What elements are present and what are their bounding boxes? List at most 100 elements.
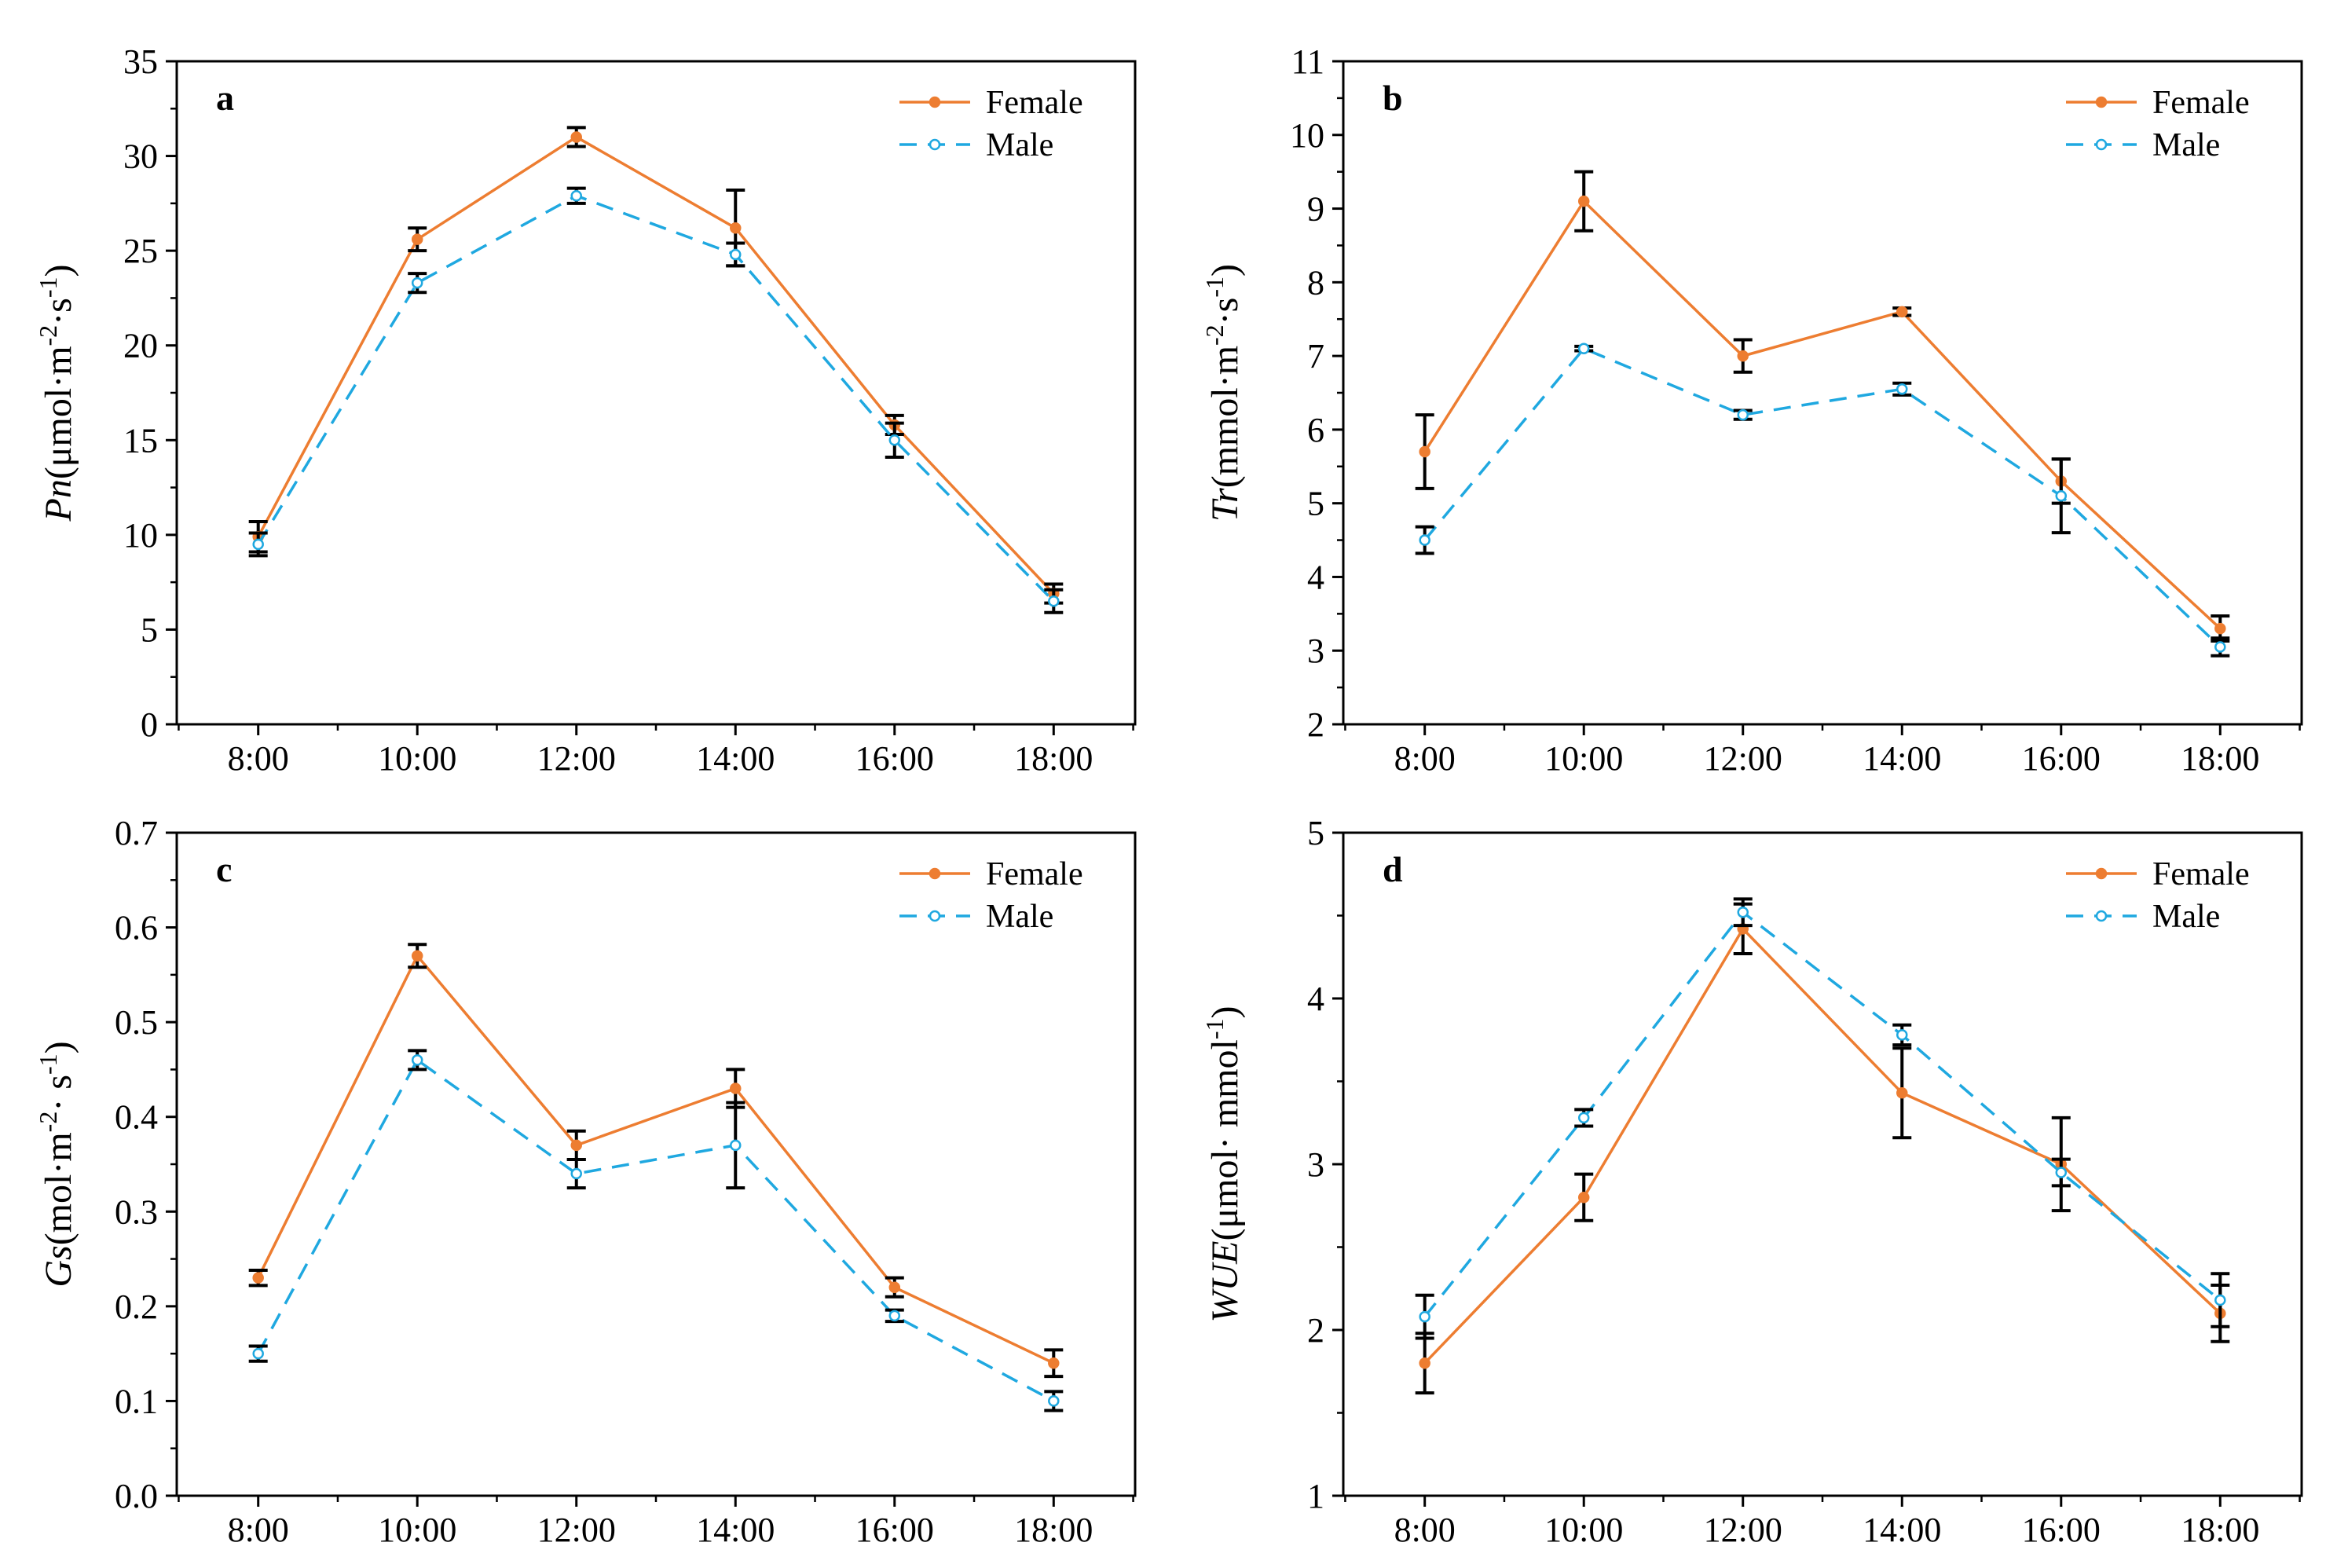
- data-point-female: [1896, 306, 1908, 318]
- data-point-female: [1577, 195, 1590, 207]
- data-point-female: [1419, 1357, 1430, 1369]
- legend-label-female: Female: [2152, 856, 2250, 892]
- data-point-female: [730, 222, 742, 234]
- y-axis-unit-exponent: -2: [34, 325, 62, 346]
- data-point-male: [730, 1139, 742, 1152]
- x-tick-label: 14:00: [1863, 739, 1941, 778]
- data-point-male: [1577, 343, 1590, 354]
- legend-marker-male: [2095, 910, 2108, 922]
- y-tick-label: 0.0: [115, 1477, 158, 1515]
- data-point-female: [570, 1139, 582, 1152]
- data-point-male: [411, 1054, 423, 1066]
- x-tick-label: 8:00: [1394, 739, 1456, 778]
- chart-panel-c: 0.0 0.1 0.2 0.3 0.4 0.5 0.6 0.7 8:00 10:00 12:00 14…: [34, 814, 1137, 1549]
- x-tick-label: 10:00: [1544, 739, 1623, 778]
- data-point-female: [730, 1083, 742, 1094]
- data-point-male: [2055, 1167, 2068, 1178]
- y-axis-unit-exponent: -2: [34, 1112, 62, 1133]
- y-tick-label: 15: [123, 421, 158, 460]
- data-point-female: [570, 131, 582, 143]
- x-tick-label: 16:00: [855, 739, 934, 778]
- x-tick-label: 18:00: [2181, 739, 2259, 778]
- legend-label-male: Male: [986, 127, 1053, 163]
- data-point-male: [888, 434, 901, 446]
- y-tick-label: 6: [1307, 411, 1324, 449]
- y-axis-unit: (mmol·m: [1204, 346, 1246, 488]
- y-axis-unit-exponent: -1: [1200, 277, 1229, 298]
- y-axis-unit-exponent: -1: [34, 1053, 62, 1075]
- y-tick-label: 0.3: [115, 1192, 158, 1231]
- x-tick-label: 10:00: [378, 1511, 456, 1549]
- data-point-male: [252, 538, 264, 551]
- y-tick-label: 3: [1307, 1145, 1324, 1184]
- data-point-female: [888, 1281, 901, 1293]
- x-tick-label: 14:00: [1863, 1511, 1941, 1549]
- series-line-male: [257, 194, 1055, 603]
- panel-letter: b: [1383, 78, 1403, 118]
- y-tick-label: 8: [1307, 263, 1324, 302]
- legend-label-female: Female: [986, 856, 1083, 892]
- legend-label-male: Male: [2152, 127, 2220, 163]
- series-line-male: [1423, 346, 2222, 648]
- x-tick-label: 18:00: [1014, 739, 1093, 778]
- y-tick-label: 5: [141, 610, 158, 649]
- y-axis-unit: ): [1204, 1006, 1246, 1019]
- data-point-female: [252, 1272, 264, 1284]
- y-tick-label: 2: [1307, 1311, 1324, 1350]
- y-tick-label: 30: [123, 137, 158, 176]
- y-axis-unit: (mol·m: [38, 1132, 79, 1245]
- data-point-male: [252, 1347, 264, 1360]
- chart-panel-d: 1 2 3 4 5 8:00 10:00 12:00 14:00 16:00 18:00 WUE(μm…: [1200, 814, 2303, 1549]
- legend-marker-male: [2095, 138, 2108, 151]
- x-tick-label: 12:00: [537, 739, 616, 778]
- x-tick-label: 14:00: [696, 1511, 775, 1549]
- y-axis-variable: Tr: [1204, 488, 1246, 522]
- data-point-female: [1419, 445, 1430, 458]
- series-line-female: [257, 953, 1055, 1365]
- y-tick-label: 0.5: [115, 1003, 158, 1042]
- y-axis-variable: WUE: [1204, 1241, 1246, 1323]
- y-tick-label: 4: [1307, 980, 1324, 1018]
- data-point-female: [411, 233, 423, 245]
- data-point-female: [411, 950, 423, 962]
- x-tick-label: 14:00: [696, 739, 775, 778]
- legend-label-female: Female: [986, 85, 1083, 121]
- y-axis-label: Tr(mmol·m-2·s-1): [1200, 264, 1246, 522]
- x-tick-label: 8:00: [1394, 1511, 1456, 1549]
- y-tick-label: 1: [1307, 1477, 1324, 1515]
- y-tick-label: 0.4: [115, 1098, 158, 1137]
- y-tick-label: 0.1: [115, 1382, 158, 1420]
- y-axis-unit: ): [1204, 264, 1246, 277]
- y-tick-label: 10: [123, 516, 158, 555]
- x-tick-label: 12:00: [1704, 1511, 1782, 1549]
- data-point-male: [2214, 641, 2226, 653]
- y-axis-unit-exponent: -1: [1200, 1018, 1229, 1039]
- y-axis-label: WUE(μmol· mmol-1): [1200, 1006, 1246, 1323]
- legend-marker-female: [2095, 867, 2108, 880]
- legend-marker-female: [929, 96, 941, 108]
- data-point-female: [1896, 1087, 1908, 1099]
- data-point-male: [1048, 595, 1060, 607]
- series-line-female: [257, 135, 1055, 595]
- y-tick-label: 9: [1307, 190, 1324, 229]
- chart-panel-a: 0 5 10 15 20 25 30 35 8:00 10:00 12:00 14:00 16:00 18…: [34, 42, 1137, 778]
- data-point-male: [1737, 408, 1749, 421]
- y-axis-unit: ): [38, 1041, 79, 1053]
- legend-label-male: Male: [986, 899, 1053, 935]
- x-tick-label: 8:00: [228, 739, 289, 778]
- y-axis-label: Gs(mol·m-2· s-1): [34, 1041, 79, 1287]
- data-point-female: [1577, 1191, 1590, 1203]
- y-axis-unit: (μmol·m: [38, 346, 79, 479]
- data-point-male: [411, 277, 423, 289]
- y-axis-unit-exponent: -1: [34, 277, 62, 298]
- panel-letter: d: [1383, 849, 1403, 889]
- panel-letter: a: [216, 78, 234, 118]
- series-line-male: [1423, 910, 2222, 1318]
- legend-label-male: Male: [2152, 899, 2220, 935]
- data-point-male: [2214, 1294, 2226, 1306]
- legend-marker-female: [929, 867, 941, 880]
- series-line-female: [1423, 926, 2222, 1365]
- x-tick-label: 16:00: [2022, 1511, 2101, 1549]
- x-tick-label: 10:00: [378, 739, 456, 778]
